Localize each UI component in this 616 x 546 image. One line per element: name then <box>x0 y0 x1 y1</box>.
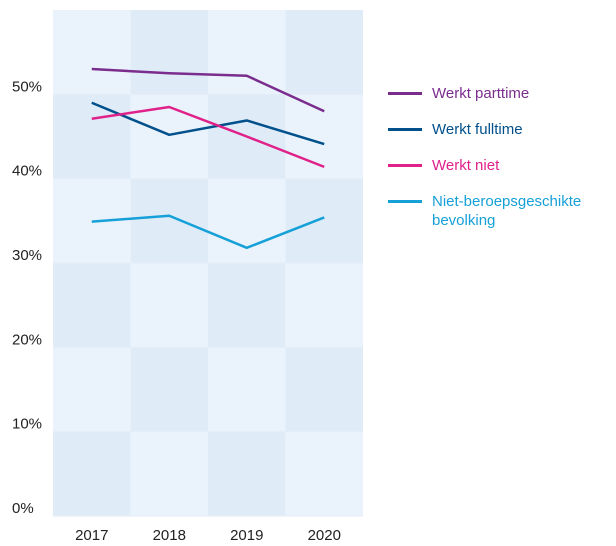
plot-cell <box>208 178 286 263</box>
legend-swatch <box>388 92 422 95</box>
y-tick-label: 0% <box>12 500 34 517</box>
plot-cell <box>130 10 208 95</box>
legend-swatch <box>388 164 422 167</box>
series-line <box>91 101 325 146</box>
plot-cell <box>130 178 208 263</box>
legend-item: Werkt parttime <box>388 84 616 103</box>
plot-cell <box>130 94 208 179</box>
legend-label: Werkt parttime <box>432 85 530 102</box>
legend-label: Werkt fulltime <box>432 121 523 138</box>
plot-cell <box>285 178 363 263</box>
plot-cell <box>208 10 286 95</box>
series-line <box>91 105 325 169</box>
y-tick-label: 10% <box>12 416 42 433</box>
y-tick-label: 50% <box>12 78 42 95</box>
plot-cell <box>285 347 363 432</box>
y-tick-label: 40% <box>12 163 42 180</box>
legend-item: Niet-beroepsgeschikte bevolking <box>388 192 616 230</box>
plot-cell <box>53 10 131 95</box>
plot-cell <box>130 431 208 516</box>
x-tick-label: 2020 <box>308 527 341 544</box>
plot-cell <box>208 431 286 516</box>
plot-cell <box>53 94 131 179</box>
plot-cell <box>208 263 286 348</box>
legend-swatch <box>388 200 422 203</box>
x-tick-label: 2018 <box>153 527 186 544</box>
plot-cell <box>53 263 131 348</box>
plot-cell <box>208 347 286 432</box>
plot-cell <box>285 263 363 348</box>
legend-label: Werkt niet <box>432 157 500 174</box>
x-tick-label: 2019 <box>230 527 263 544</box>
legend-label: Niet-beroepsgeschikte bevolking <box>432 193 582 229</box>
plot-cell <box>130 263 208 348</box>
plot-cell <box>53 431 131 516</box>
x-tick-label: 2017 <box>75 527 108 544</box>
legend-item: Werkt fulltime <box>388 120 616 139</box>
plot-cell <box>53 347 131 432</box>
plot-cell <box>130 347 208 432</box>
plot-cell <box>285 10 363 95</box>
y-tick-label: 20% <box>12 331 42 348</box>
series-line <box>91 214 325 250</box>
y-tick-label: 30% <box>12 247 42 264</box>
legend-item: Werkt niet <box>388 156 616 175</box>
legend-swatch <box>388 128 422 131</box>
plot-cell <box>285 431 363 516</box>
series-line <box>91 67 325 113</box>
legend: Werkt parttime Werkt fulltime Werkt niet Ni… <box>388 84 616 247</box>
